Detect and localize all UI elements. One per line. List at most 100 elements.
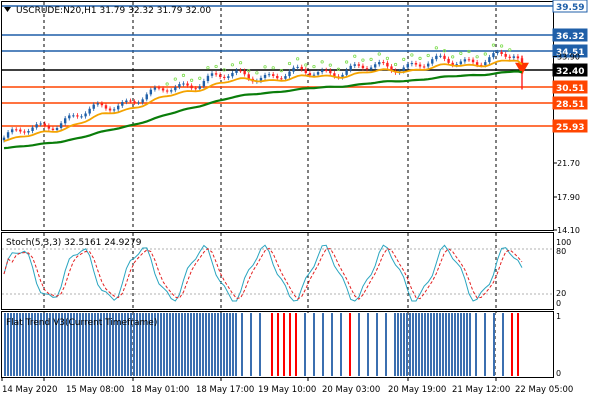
stochastic-series: [3, 244, 523, 302]
parabolic-sar-dot: [426, 53, 430, 58]
trend-bar: [361, 313, 363, 376]
trend-bar: [268, 313, 270, 376]
level-tag-34.51[interactable]: [552, 44, 588, 58]
trend-bar: [127, 313, 129, 376]
candle-body: [492, 53, 495, 58]
trend-bar: [511, 313, 513, 376]
candle-body: [304, 69, 308, 74]
level-tag-28.51[interactable]: [552, 96, 588, 110]
trend-bar: [235, 313, 237, 376]
candle-body: [308, 73, 312, 76]
parabolic-sar-dot: [459, 51, 463, 55]
stochastic-pane[interactable]: [1, 232, 554, 310]
candle-body: [296, 66, 299, 68]
candle-body: [72, 115, 75, 117]
trend-bar: [382, 313, 384, 376]
candle-body: [451, 62, 454, 66]
candle-body: [133, 101, 136, 103]
candle-body: [480, 64, 483, 66]
parabolic-sar-dot: [255, 71, 259, 75]
flat-trend-tick-1: 1: [556, 312, 561, 321]
trend-bar: [466, 313, 468, 376]
trend-bar: [301, 313, 303, 376]
trend-bar: [493, 313, 495, 376]
candle-body: [43, 123, 46, 126]
trend-bar: [349, 313, 351, 376]
trend-bar: [16, 313, 18, 376]
candle-body: [117, 105, 120, 110]
candle-body: [267, 74, 271, 76]
candle-body: [410, 63, 414, 65]
trend-bar: [118, 313, 120, 376]
candle-body: [320, 70, 324, 73]
candle-body: [292, 67, 295, 72]
time-axis: 14 May 2020 15 May 08:00 18 May 01:00 18 Ma…: [1, 377, 573, 395]
candle-body: [170, 90, 173, 92]
parabolic-sar-dot: [230, 63, 235, 67]
parabolic-sar-dot: [336, 67, 341, 71]
level-tag-30.51[interactable]: [552, 80, 588, 94]
trend-bar: [481, 313, 483, 376]
trend-bar: [448, 313, 450, 376]
candle-body: [174, 87, 177, 91]
flat-trend-pane[interactable]: [1, 311, 554, 378]
candle-body: [206, 75, 210, 82]
level-tag-32.40[interactable]: [552, 63, 588, 77]
candle-body: [59, 123, 63, 129]
candle-body: [280, 78, 283, 80]
trend-bar: [502, 313, 504, 376]
candle-body: [55, 128, 59, 130]
main-price-pane[interactable]: [1, 1, 554, 231]
trend-bar: [352, 313, 354, 376]
parabolic-sar-dot: [385, 56, 390, 60]
trend-bar: [241, 313, 243, 376]
candle-body: [284, 76, 287, 79]
trend-bar: [490, 313, 492, 376]
triangle-down-icon[interactable]: [4, 7, 11, 12]
trend-bar: [130, 313, 132, 376]
trend-bar: [43, 313, 45, 376]
trend-bar: [259, 313, 261, 376]
parabolic-sar-dot: [247, 69, 251, 73]
candle-body: [129, 100, 132, 102]
slow-moving-average: [3, 70, 523, 150]
level-tag-text-30.51: 30.51: [556, 84, 584, 94]
trend-bar: [496, 313, 498, 376]
candle-body: [10, 129, 14, 133]
trend-bar: [76, 313, 78, 376]
trend-bar: [298, 313, 300, 376]
trend-bar: [313, 313, 315, 376]
parabolic-sar-dot: [345, 60, 349, 64]
trend-bar: [187, 313, 189, 376]
candle-body: [329, 70, 332, 74]
flat-trend-label: Flat Trend V3(Current Timeframe): [6, 318, 157, 328]
candle-body: [96, 103, 100, 105]
trend-bar: [304, 313, 306, 376]
trend-bar: [37, 313, 39, 376]
trend-bar: [10, 313, 12, 376]
trend-bar: [499, 313, 501, 376]
trend-bar: [253, 313, 255, 376]
trend-bar: [175, 313, 177, 376]
price-tick-label-14.10: 14.10: [557, 226, 580, 235]
candle-body: [190, 85, 193, 89]
level-tag-36.32[interactable]: [552, 28, 588, 42]
level-tag-39.59[interactable]: [552, 0, 588, 13]
level-tag-text-32.40: 32.40: [556, 67, 584, 77]
trend-bar: [202, 313, 204, 376]
candle-body: [300, 66, 303, 70]
trend-bar: [409, 313, 411, 376]
trend-bar: [397, 313, 399, 376]
level-tag-25.93[interactable]: [552, 119, 588, 133]
candle-body: [31, 127, 34, 132]
candle-body: [276, 75, 279, 79]
parabolic-sar-dot: [328, 63, 332, 67]
time-label-0: 14 May 2020: [2, 385, 57, 395]
candle-body: [178, 84, 181, 88]
time-label-5: 20 May 03:00: [322, 385, 380, 395]
parabolic-sar-dot: [442, 49, 447, 53]
trend-bar: [262, 313, 264, 376]
trend-bar: [25, 313, 27, 376]
